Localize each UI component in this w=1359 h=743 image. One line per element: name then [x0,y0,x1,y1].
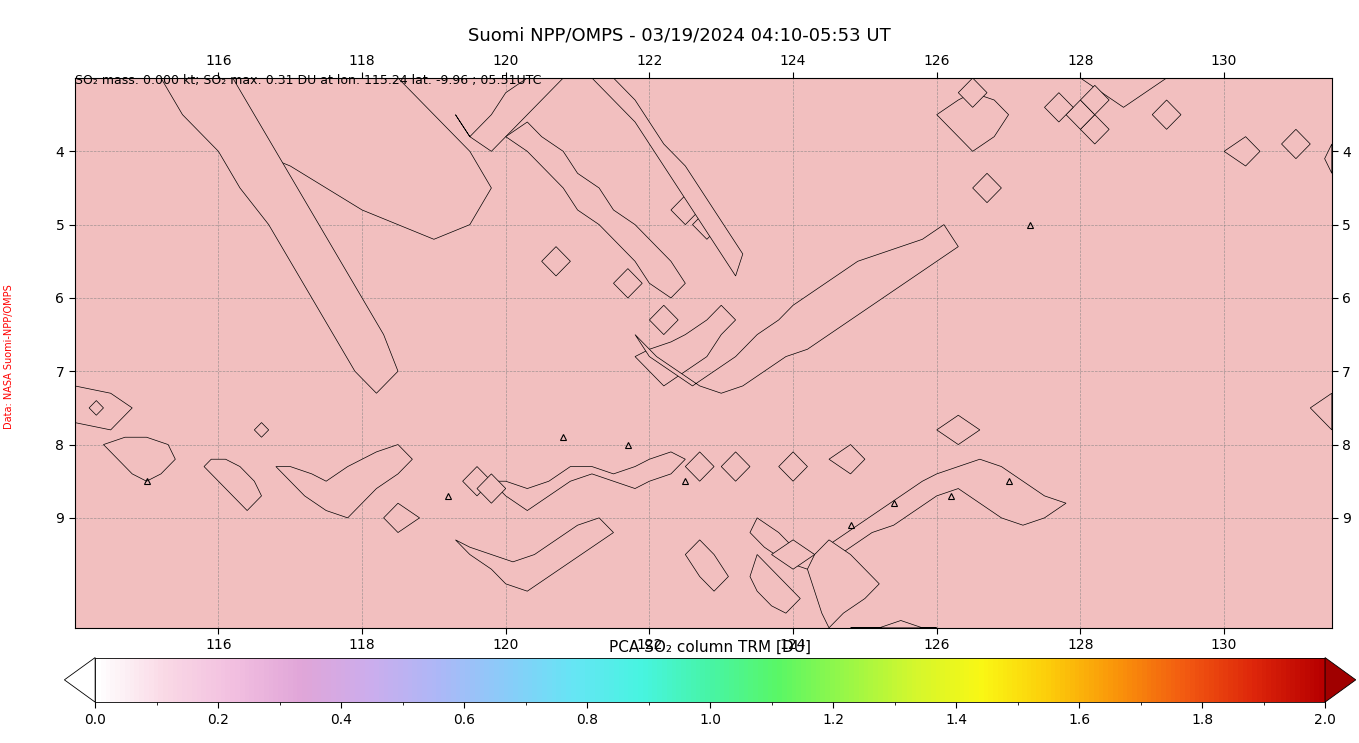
Polygon shape [1310,393,1332,430]
Polygon shape [1282,129,1310,159]
Polygon shape [492,452,685,510]
Polygon shape [477,474,506,503]
Polygon shape [685,452,713,481]
Polygon shape [807,540,879,628]
Polygon shape [64,658,95,702]
Polygon shape [1080,114,1109,144]
Polygon shape [462,78,743,276]
Polygon shape [383,503,420,533]
Polygon shape [851,620,936,628]
Polygon shape [1152,100,1181,129]
Polygon shape [1325,144,1332,173]
Polygon shape [103,437,175,481]
Polygon shape [750,554,800,613]
Polygon shape [1224,137,1260,166]
Polygon shape [542,247,571,276]
Polygon shape [455,518,613,591]
Polygon shape [82,78,492,239]
Polygon shape [455,78,671,152]
Polygon shape [1080,78,1166,107]
Polygon shape [693,210,722,239]
Polygon shape [1080,85,1109,114]
Polygon shape [671,195,700,224]
Polygon shape [750,459,1065,569]
Polygon shape [90,400,103,415]
Polygon shape [1065,100,1095,129]
Polygon shape [829,444,864,474]
Polygon shape [204,459,261,510]
Polygon shape [722,452,750,481]
Polygon shape [1045,93,1074,122]
Title: PCA SO₂ column TRM [DU]: PCA SO₂ column TRM [DU] [609,640,811,655]
Text: Data: NASA Suomi-NPP/OMPS: Data: NASA Suomi-NPP/OMPS [4,285,14,429]
Text: Suomi NPP/OMPS - 03/19/2024 04:10-05:53 UT: Suomi NPP/OMPS - 03/19/2024 04:10-05:53 … [467,26,892,44]
Text: SO₂ mass: 0.000 kt; SO₂ max: 0.31 DU at lon: 115.24 lat: -9.96 ; 05:51UTC: SO₂ mass: 0.000 kt; SO₂ max: 0.31 DU at … [75,74,541,87]
Polygon shape [1325,658,1356,702]
Polygon shape [973,173,1002,203]
Polygon shape [635,305,735,386]
Polygon shape [276,444,412,518]
Polygon shape [650,305,678,334]
Polygon shape [75,283,132,430]
Polygon shape [958,78,987,107]
Polygon shape [772,540,814,569]
Polygon shape [75,78,398,393]
Polygon shape [936,415,980,444]
Polygon shape [936,93,1008,152]
Polygon shape [462,467,492,496]
Polygon shape [506,122,685,298]
Polygon shape [635,224,958,393]
Polygon shape [779,452,807,481]
Polygon shape [613,269,643,298]
Polygon shape [254,423,269,437]
Polygon shape [685,540,728,591]
